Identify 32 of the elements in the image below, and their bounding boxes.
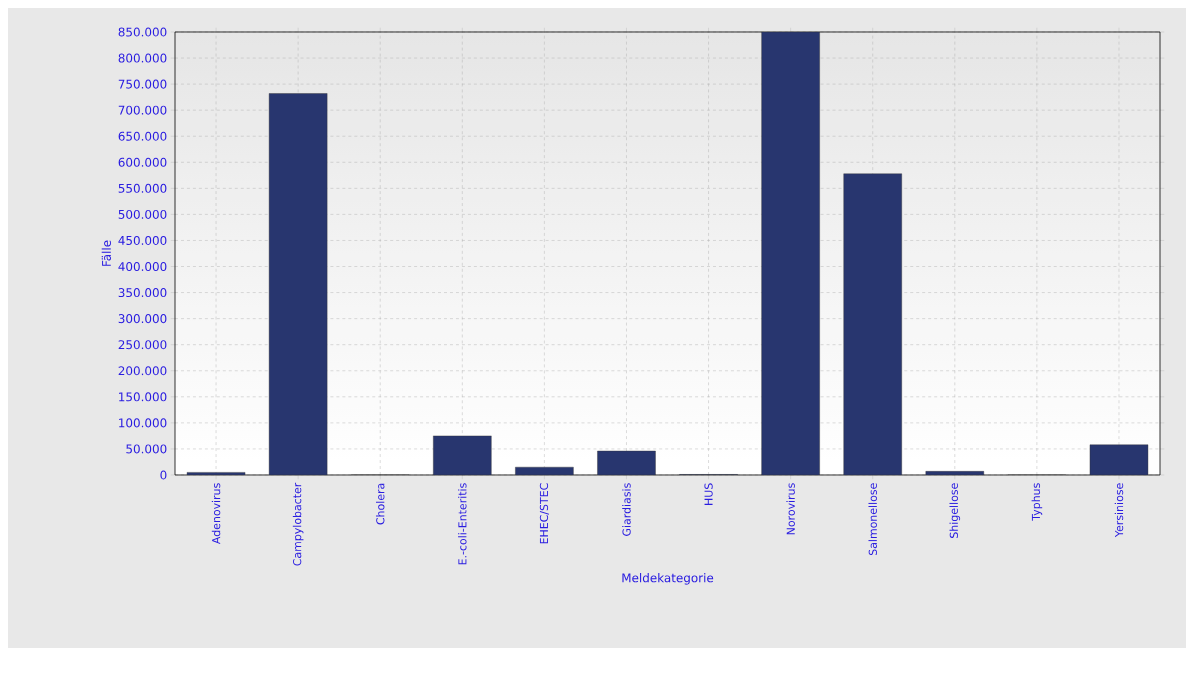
y-tick-label: 750.000	[118, 79, 167, 89]
x-tick-label: Norovirus	[786, 483, 795, 535]
y-tick-label: 650.000	[118, 131, 167, 141]
x-tick-label: Typhus	[1031, 483, 1043, 521]
y-tick-label: 450.000	[118, 235, 167, 245]
y-axis-title: Fälle	[101, 240, 111, 266]
x-tick-label: E.-coli-Enteritis	[458, 483, 467, 565]
x-tick-label: Giardiasis	[622, 483, 631, 536]
y-tick-label: 400.000	[118, 262, 167, 272]
y-tick-label: 0	[160, 470, 167, 480]
x-tick-label: Adenovirus	[211, 483, 221, 545]
y-tick-label: 700.000	[118, 105, 167, 115]
y-tick-label: 850.000	[118, 27, 167, 37]
y-tick-label: 350.000	[118, 288, 167, 298]
x-tick-label: Yersiniose	[1114, 483, 1124, 538]
y-tick-label: 300.000	[118, 314, 167, 324]
y-tick-label: 550.000	[118, 183, 167, 193]
x-tick-label: Salmonellose	[868, 483, 877, 556]
y-tick-label: 100.000	[119, 418, 167, 428]
x-tick-label: Campylobacter	[292, 482, 304, 566]
y-tick-label: 50.000	[126, 444, 167, 454]
x-tick-label: HUS	[704, 483, 713, 505]
y-tick-label: 250.000	[118, 340, 167, 350]
x-tick-label: Cholera	[375, 483, 385, 525]
y-tick-label: 600.000	[118, 157, 167, 167]
y-tick-label: 800.000	[118, 53, 167, 63]
y-tick-label: 200.000	[118, 366, 167, 376]
x-axis-title: Meldekategorie	[622, 573, 714, 585]
y-tick-label: 150.000	[119, 392, 167, 402]
x-tick-label: Shigellose	[949, 483, 961, 538]
y-tick-label: 500.000	[118, 209, 167, 219]
x-tick-label: EHEC/STEC	[539, 483, 549, 544]
